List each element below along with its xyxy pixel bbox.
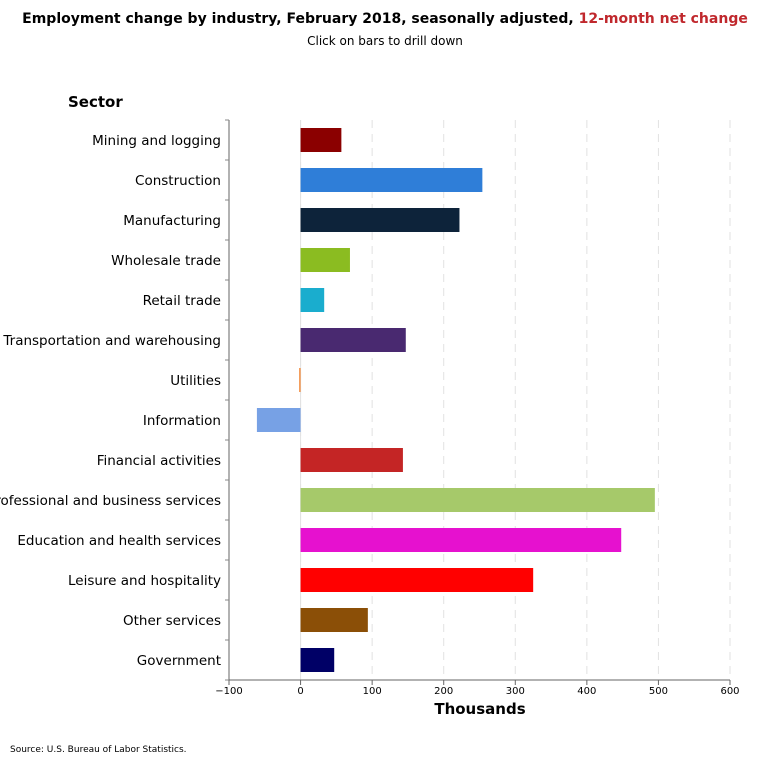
category-label: Leisure and hospitality [68,573,221,589]
category-label: Financial activities [97,453,221,469]
chart-subtitle: Click on bars to drill down [307,34,463,48]
category-label: Mining and logging [92,133,221,149]
category-label: Manufacturing [123,213,221,229]
bar-mining-and-logging[interactable] [300,128,342,152]
bar-transportation-and-warehousing[interactable] [300,328,406,352]
bar-wholesale-trade[interactable] [300,248,350,272]
bar-professional-and-business-services[interactable] [300,488,655,512]
x-tick-label: 600 [720,686,739,697]
category-label: Construction [135,173,221,189]
bar-financial-activities[interactable] [300,448,403,472]
y-axis-title: Sector [68,93,123,111]
category-label: Wholesale trade [111,253,221,269]
bar-retail-trade[interactable] [300,288,325,312]
chart-title-accent: 12-month net change [578,11,748,27]
bar-government[interactable] [300,648,335,672]
bar-information[interactable] [256,408,301,432]
x-tick-label: 500 [649,686,668,697]
x-tick-label: 100 [363,686,382,697]
category-label: Utilities [170,373,221,389]
bar-manufacturing[interactable] [300,208,460,232]
category-label: Education and health services [17,533,221,549]
category-label: Professional and business services [0,493,221,509]
x-tick-label: 0 [297,686,303,697]
bar-construction[interactable] [300,168,483,192]
bar-utilities[interactable] [299,368,301,392]
x-axis-title: Thousands [434,700,525,718]
x-tick-label: 300 [506,686,525,697]
bar-chart: −100 0 100 200 300 400 500 600 Mining and loggin… [0,93,740,718]
category-label: Other services [123,613,221,629]
bar-other-services[interactable] [300,608,368,632]
chart-title: Employment change by industry, February … [0,11,770,27]
category-label: Government [137,653,221,669]
category-label: Retail trade [143,293,221,309]
category-label: Information [143,413,221,429]
chart-title-main: Employment change by industry, February … [22,11,579,27]
bar-education-and-health-services[interactable] [300,528,622,552]
category-label: Transportation and warehousing [2,333,221,349]
bar-leisure-and-hospitality[interactable] [300,568,534,592]
x-tick-label: 400 [577,686,596,697]
source-note: Source: U.S. Bureau of Labor Statistics. [10,745,187,755]
x-tick-label: 200 [434,686,453,697]
x-tick-label: −100 [215,686,242,697]
